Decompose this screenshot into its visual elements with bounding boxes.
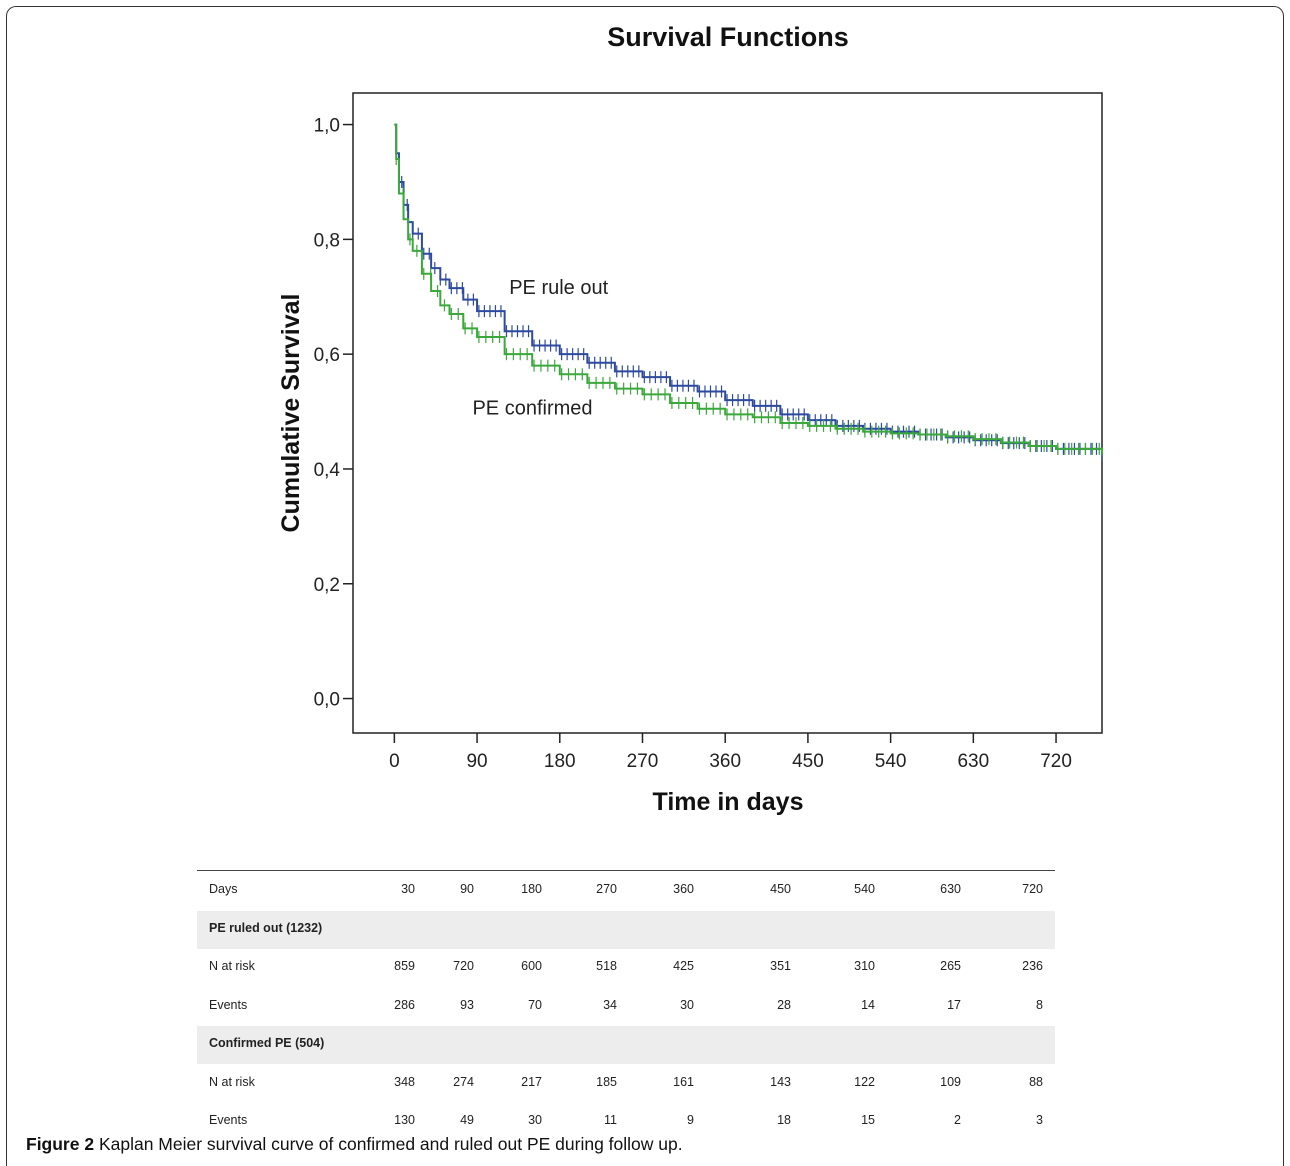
risk-cell: 17 xyxy=(947,997,961,1012)
x-axis-label: Time in days xyxy=(653,788,804,816)
y-tick-label: 0,8 xyxy=(314,230,340,251)
risk-cell: 14 xyxy=(861,997,875,1012)
risk-table-top-rule xyxy=(197,870,1055,871)
caption-text: Kaplan Meier survival curve of confirmed… xyxy=(98,1134,683,1154)
risk-cell: 15 xyxy=(861,1113,875,1127)
risk-cell: 310 xyxy=(854,959,875,973)
risk-cell: 265 xyxy=(940,959,961,973)
risk-cell: 351 xyxy=(770,959,791,973)
risk-cell: 8 xyxy=(1036,997,1043,1012)
y-tick-label: 1,0 xyxy=(314,116,340,137)
risk-cell: 90 xyxy=(460,882,474,896)
x-tick-label: 450 xyxy=(792,751,824,772)
survival-chart: Survival Functions 0,0 0,2 0,4 0,6 0,8 1,0 0 90… xyxy=(277,22,1103,816)
axis-ticks: 0,0 0,2 0,4 0,6 0,8 1,0 0 90 180 270 360 450 540 630 7… xyxy=(314,116,1072,772)
risk-row-label: Days xyxy=(209,882,238,896)
risk-cell: 109 xyxy=(940,1074,961,1089)
risk-cell: 49 xyxy=(460,1113,474,1127)
risk-cell: 720 xyxy=(1022,882,1043,896)
figure-caption: Figure 2 Kaplan Meier survival curve of … xyxy=(26,1134,683,1155)
x-tick-label: 630 xyxy=(957,751,989,772)
risk-cell: 185 xyxy=(596,1074,617,1089)
survival-curves xyxy=(394,123,1103,461)
chart-title: Survival Functions xyxy=(607,22,849,52)
risk-data-row: Events 130 49 30 11 9 18 15 2 3 xyxy=(197,1103,1055,1141)
risk-days-row: Days 30 90 180 270 360 450 540 630 720 xyxy=(197,872,1055,910)
x-tick-label: 540 xyxy=(875,751,907,772)
caption-label: Figure 2 xyxy=(26,1134,95,1154)
series-pe-confirmed xyxy=(394,123,1103,455)
risk-row-label: Events xyxy=(209,997,248,1012)
x-tick-label: 90 xyxy=(466,751,487,772)
risk-cell: 161 xyxy=(673,1074,694,1089)
risk-cell: 270 xyxy=(596,882,617,896)
risk-cell: 236 xyxy=(1022,959,1043,973)
survival-line xyxy=(394,123,1103,455)
y-tick-label: 0,2 xyxy=(314,575,340,596)
figure-frame xyxy=(6,6,1284,1166)
risk-cell: 425 xyxy=(673,959,694,973)
x-tick-label: 180 xyxy=(544,751,576,772)
risk-cell: 30 xyxy=(680,997,694,1012)
risk-cell: 286 xyxy=(394,997,415,1012)
risk-cell: 122 xyxy=(854,1074,875,1089)
risk-data-row: N at risk 348 274 217 185 161 143 122 109 88 xyxy=(197,1065,1055,1103)
curve-annotations: PE rule out PE confirmed xyxy=(472,277,608,420)
risk-cell: 720 xyxy=(453,959,474,973)
risk-data-row: N at risk 859 720 600 518 425 351 310 265 236 xyxy=(197,949,1055,987)
risk-cell: 348 xyxy=(394,1074,415,1089)
risk-cell: 2 xyxy=(954,1113,961,1127)
annotation-label: PE rule out xyxy=(509,277,608,299)
y-tick-label: 0,4 xyxy=(314,460,341,481)
risk-cell: 93 xyxy=(460,997,474,1012)
x-tick-label: 270 xyxy=(627,751,659,772)
risk-cell: 130 xyxy=(394,1113,415,1127)
risk-cell: 70 xyxy=(528,997,542,1012)
risk-group-header: PE ruled out (1232) xyxy=(197,910,1055,949)
risk-cell: 180 xyxy=(521,882,542,896)
risk-row-label: N at risk xyxy=(209,959,255,973)
x-tick-label: 0 xyxy=(389,751,400,772)
risk-cell: 217 xyxy=(521,1074,542,1089)
risk-cell: 3 xyxy=(1036,1113,1043,1127)
risk-cell: 9 xyxy=(687,1113,694,1127)
risk-cell: 30 xyxy=(528,1113,542,1127)
risk-cell: 11 xyxy=(604,1113,617,1127)
risk-cell: 859 xyxy=(394,959,415,973)
risk-cell: 88 xyxy=(1029,1074,1043,1089)
risk-row-label: Confirmed PE (504) xyxy=(209,1036,325,1050)
risk-row-label: N at risk xyxy=(209,1074,255,1089)
x-tick-label: 360 xyxy=(709,751,741,772)
risk-cell: 360 xyxy=(673,882,694,896)
risk-group-header: Confirmed PE (504) xyxy=(197,1026,1055,1064)
y-tick-label: 0,6 xyxy=(314,345,340,366)
risk-row-label: PE ruled out (1232) xyxy=(209,920,323,935)
plot-area xyxy=(352,92,1103,734)
risk-cell: 518 xyxy=(596,959,617,973)
x-tick-label: 720 xyxy=(1040,751,1072,772)
risk-cell: 28 xyxy=(777,997,791,1012)
risk-cell: 30 xyxy=(401,882,415,896)
risk-data-row: Events 286 93 70 34 30 28 14 17 8 xyxy=(197,988,1055,1026)
y-axis-label: Cumulative Survival xyxy=(277,294,305,533)
risk-row-label: Events xyxy=(209,1113,248,1127)
risk-cell: 540 xyxy=(854,882,875,896)
risk-cell: 18 xyxy=(777,1113,791,1127)
risk-cell: 143 xyxy=(770,1074,791,1089)
risk-cell: 274 xyxy=(453,1074,474,1089)
risk-cell: 34 xyxy=(603,997,617,1012)
risk-cell: 630 xyxy=(940,882,961,896)
y-tick-label: 0,0 xyxy=(314,690,340,711)
risk-cell: 450 xyxy=(770,882,791,896)
annotation-label: PE confirmed xyxy=(472,397,592,419)
risk-cell: 600 xyxy=(521,959,542,973)
